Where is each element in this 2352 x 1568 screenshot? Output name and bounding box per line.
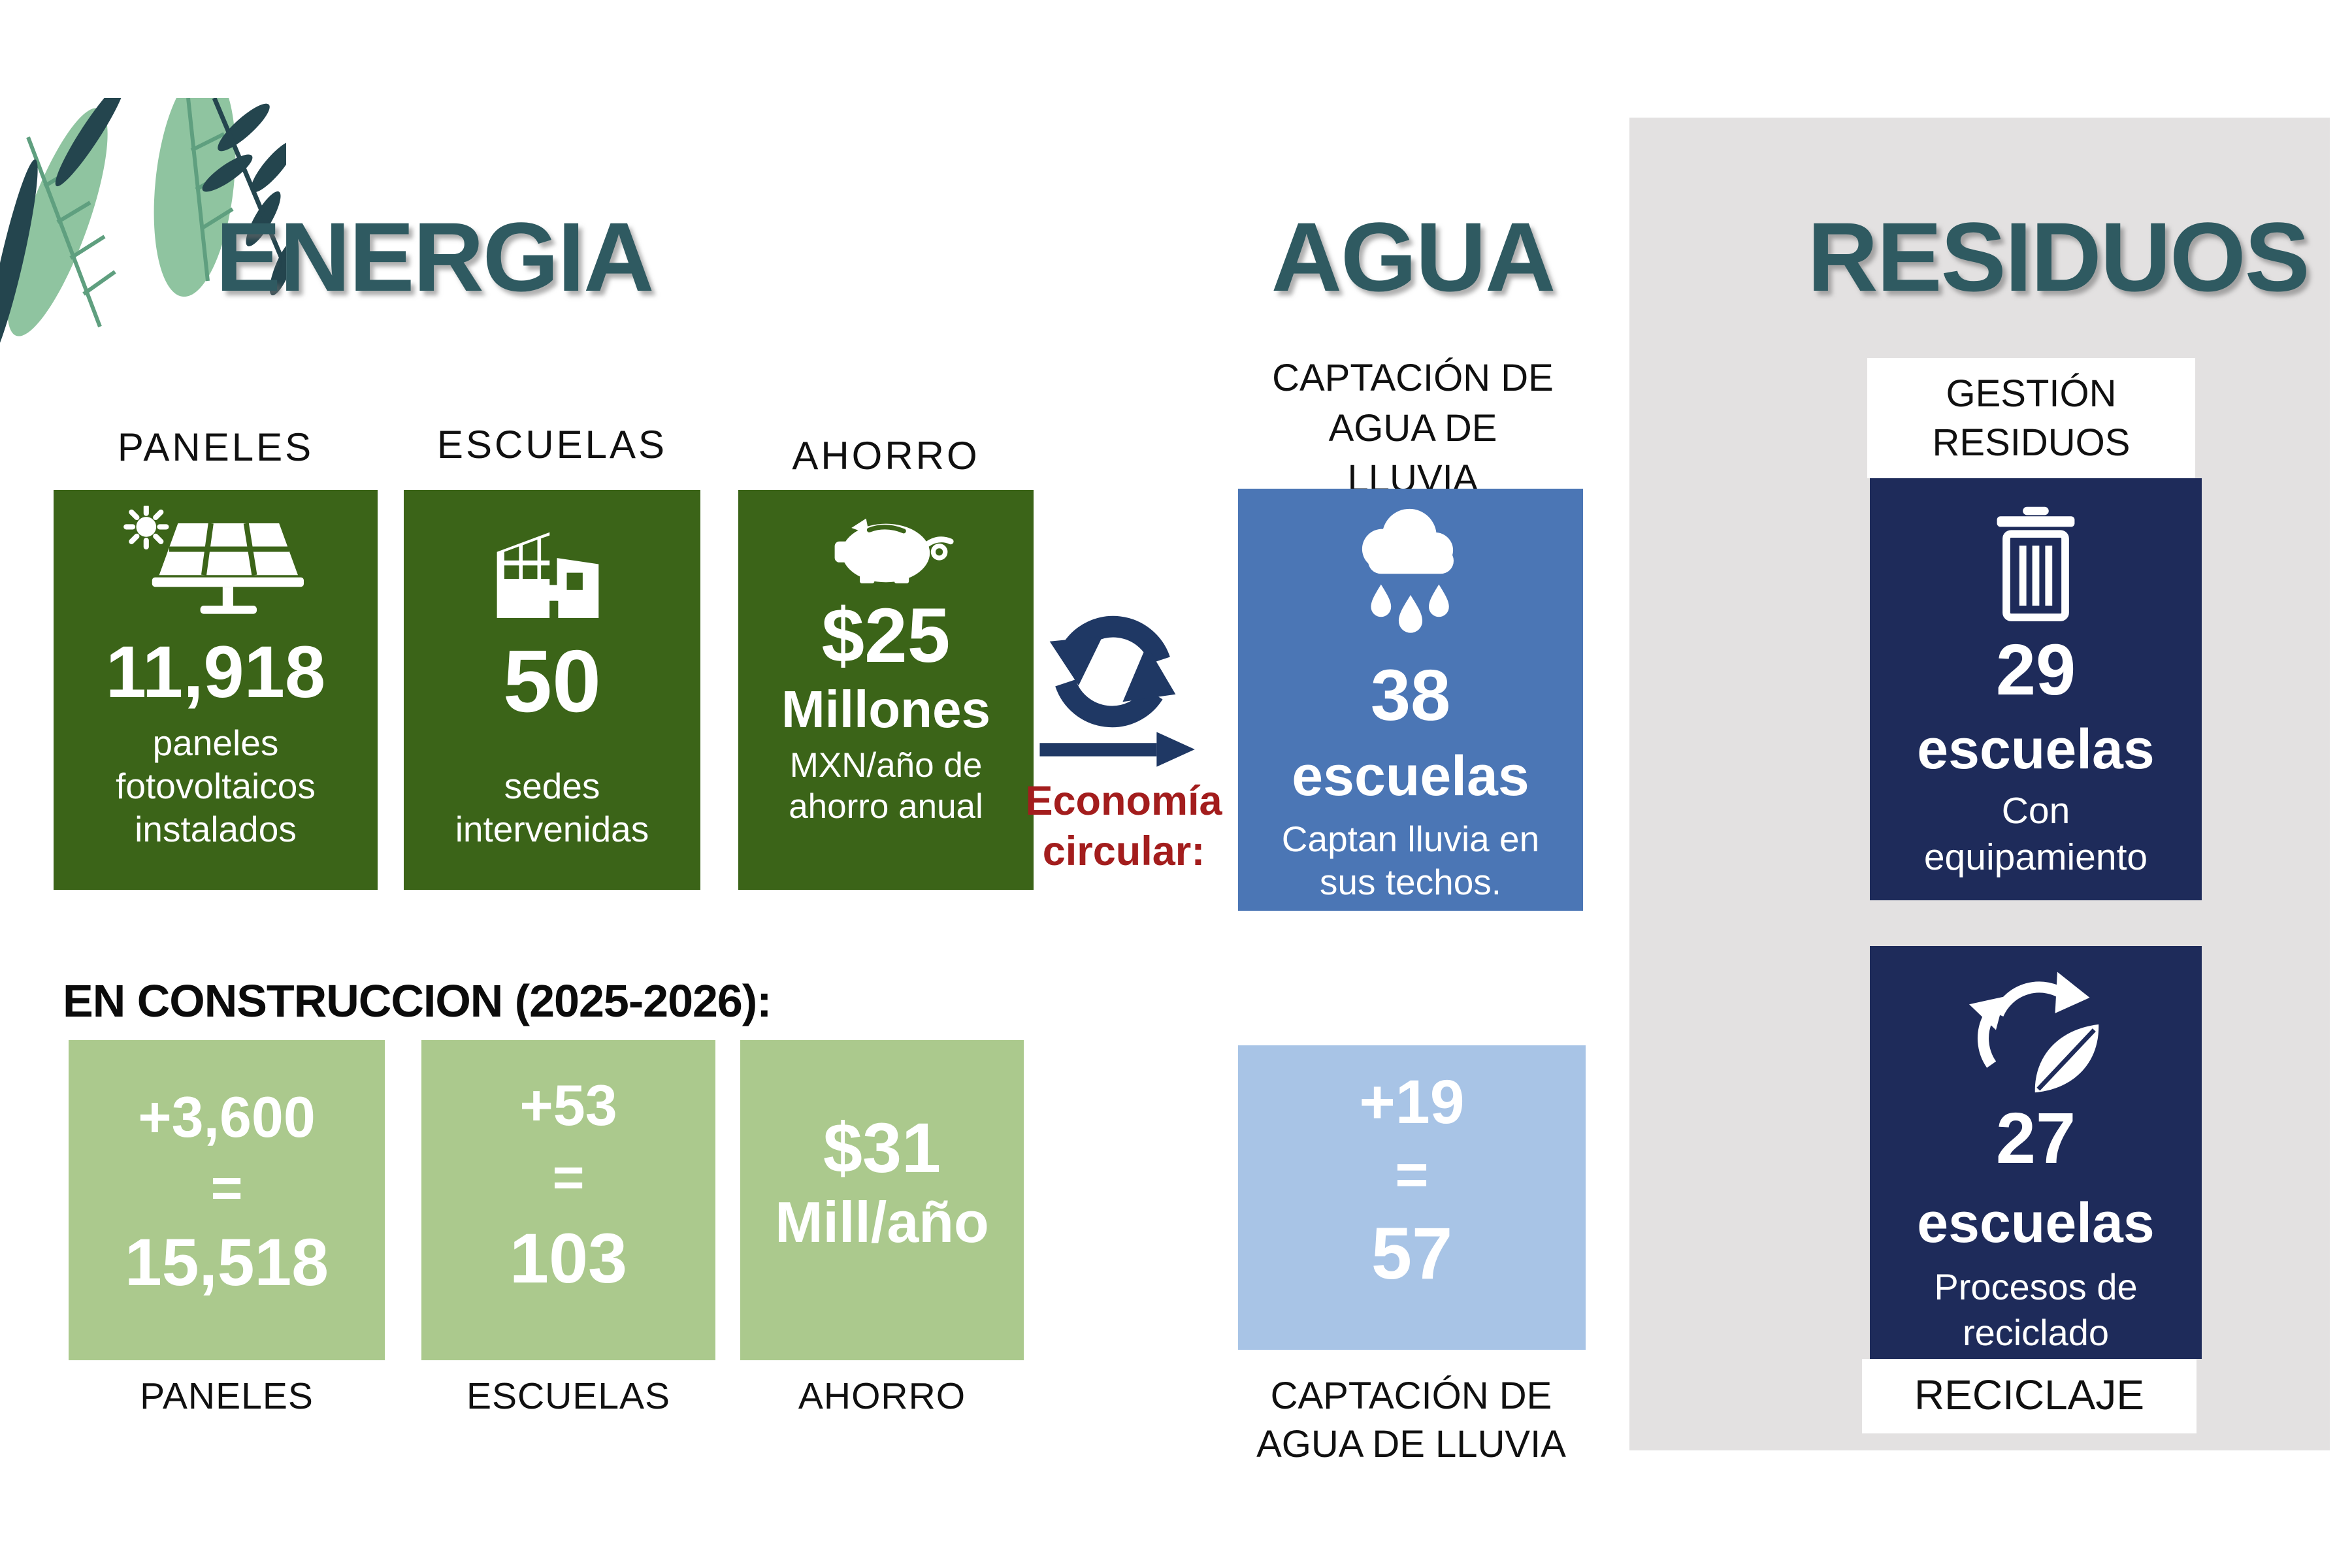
ahorro-unit: Millones: [781, 679, 991, 738]
recycling-desc: Procesos de reciclado: [1934, 1266, 2138, 1353]
reciclaje-box: RECICLAJE: [1862, 1359, 2197, 1433]
leaves-icon: ​: [0, 98, 286, 363]
agua-title: AGUA: [1271, 202, 1556, 312]
card-escuelas: 50 sedes intervenidas: [404, 490, 700, 890]
construction-paneles-equals: =: [210, 1157, 243, 1219]
agua-construction-label: CAPTACIÓN DE AGUA DE LLUVIA: [1256, 1375, 1566, 1466]
circular-economy-label: Economía circular:: [1025, 778, 1222, 874]
construction-ahorro-value: $31: [823, 1108, 941, 1187]
construction-card-escuelas: +53 = 103: [421, 1040, 715, 1360]
residuos-title: RESIDUOS: [1807, 202, 2310, 312]
construction-escuelas-total: 103: [509, 1218, 628, 1298]
paneles-value: 11,918: [105, 631, 326, 713]
equipment-value: 29: [1995, 630, 2076, 710]
agua-subtitle: CAPTACIÓN DE AGUA DE LLUVIA: [1272, 357, 1554, 500]
construction-escuelas-equals: =: [552, 1147, 585, 1209]
construction-heading: EN CONSTRUCCION (2025-2026):: [63, 975, 772, 1026]
construction-label-escuelas: ESCUELAS: [466, 1375, 671, 1417]
card-residuos-equipment: 29 escuelas Con equipamiento: [1870, 478, 2202, 900]
escuelas-value: 50: [502, 632, 602, 730]
card-residuos-recycling: 27 escuelas Procesos de reciclado: [1870, 946, 2202, 1359]
paneles-desc: paneles fotovoltaicos instalados: [116, 722, 316, 849]
ahorro-desc: MXN/año de ahorro anual: [789, 745, 983, 826]
solar-panel-icon: [123, 506, 304, 614]
right-arrow-icon: [1039, 732, 1195, 767]
card-ahorro: $25 Millones MXN/año de ahorro anual: [738, 490, 1034, 890]
school-building-icon: [497, 532, 599, 618]
construction-label-ahorro: AHORRO: [798, 1375, 966, 1417]
rain-cloud-icon: [1362, 508, 1454, 633]
equipment-unit: escuelas: [1917, 717, 2155, 781]
piggy-bank-icon: [834, 518, 954, 583]
column-label-escuelas: ESCUELAS: [436, 423, 668, 466]
card-agua-construction: +19 = 57: [1238, 1045, 1586, 1350]
agua-unit: escuelas: [1292, 744, 1529, 808]
agua-construction-add: +19: [1359, 1068, 1465, 1137]
column-label-paneles: PANELES: [117, 425, 314, 469]
agua-value: 38: [1370, 655, 1451, 736]
recycling-value: 27: [1995, 1098, 2076, 1179]
construction-paneles-total: 15,518: [125, 1224, 329, 1299]
escuelas-desc: sedes intervenidas: [455, 765, 649, 849]
construction-escuelas-add: +53: [519, 1073, 617, 1137]
energia-title: ENERGIA: [216, 202, 654, 312]
agua-construction-total: 57: [1371, 1213, 1453, 1295]
agua-desc: Captan lluvia en sus techos.: [1281, 818, 1540, 902]
gestion-residuos-box: GESTIÓN RESIDUOS: [1867, 358, 2195, 478]
leaf-decoration: ​: [0, 98, 286, 425]
trash-can-icon: [1997, 506, 2075, 621]
ahorro-value: $25: [821, 593, 951, 679]
agua-construction-equals: =: [1395, 1141, 1429, 1207]
construction-card-paneles: +3,600 = 15,518: [69, 1040, 385, 1360]
card-paneles: 11,918 paneles fotovoltaicos instalados: [54, 490, 378, 890]
construction-ahorro-unit: Mill/año: [775, 1190, 989, 1255]
construction-card-ahorro: $31 Mill/año: [740, 1040, 1024, 1360]
column-label-ahorro: AHORRO: [792, 434, 980, 478]
construction-paneles-add: +3,600: [138, 1085, 316, 1149]
recycle-leaf-icon: [1968, 972, 2099, 1093]
construction-label-paneles: PANELES: [140, 1375, 314, 1417]
sync-arrows-icon: [1049, 615, 1176, 728]
recycling-unit: escuelas: [1917, 1191, 2155, 1254]
card-agua: 38 escuelas Captan lluvia en sus techos.: [1238, 489, 1583, 911]
equipment-desc: Con equipamiento: [1923, 789, 2148, 879]
